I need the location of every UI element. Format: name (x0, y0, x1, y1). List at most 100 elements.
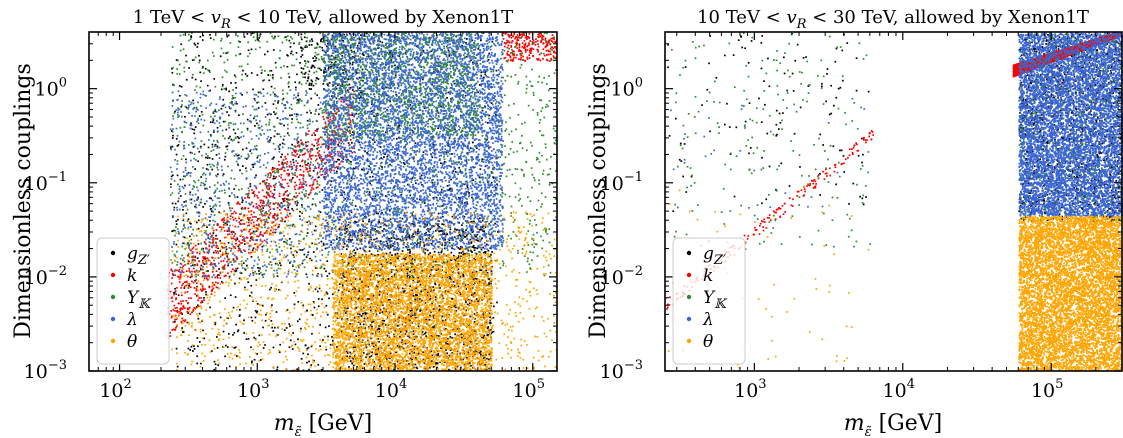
scatter-point (259, 231, 262, 233)
scatter-point (424, 223, 426, 225)
scatter-point (381, 230, 384, 232)
scatter-point (376, 78, 378, 81)
scatter-point (205, 293, 207, 296)
scatter-point (470, 241, 473, 243)
scatter-point (396, 242, 399, 244)
scatter-point (453, 213, 455, 216)
scatter-point (233, 235, 236, 237)
scatter-point (211, 271, 214, 273)
scatter-point (408, 234, 411, 237)
scatter-point (303, 207, 306, 210)
scatter-point (327, 42, 329, 45)
scatter-point (448, 220, 451, 223)
scatter-point (246, 118, 249, 121)
scatter-point (236, 154, 239, 157)
scatter-point (398, 130, 401, 133)
scatter-point (451, 153, 453, 155)
scatter-point (469, 346, 471, 349)
scatter-point (374, 353, 377, 356)
scatter-point (368, 356, 371, 358)
scatter-point (376, 260, 379, 263)
scatter-point (351, 114, 354, 116)
scatter-point (550, 155, 552, 158)
scatter-point (280, 66, 282, 69)
scatter-point (360, 308, 363, 311)
scatter-point (311, 242, 313, 245)
scatter-point (467, 242, 470, 244)
scatter-point (264, 53, 266, 56)
scatter-point (315, 267, 317, 269)
scatter-point (200, 268, 202, 271)
scatter-point (432, 143, 435, 146)
scatter-point (436, 362, 439, 364)
scatter-point (271, 221, 274, 224)
scatter-point (455, 229, 458, 231)
scatter-point (529, 251, 532, 253)
scatter-point (515, 56, 517, 59)
scatter-point (402, 291, 405, 294)
scatter-point (496, 149, 499, 152)
scatter-point (269, 190, 272, 193)
scatter-point (322, 83, 325, 85)
scatter-point (278, 148, 281, 150)
scatter-point (342, 81, 345, 84)
scatter-point (517, 50, 520, 52)
scatter-point (173, 304, 176, 307)
scatter-point (250, 168, 252, 171)
scatter-point (210, 236, 212, 238)
scatter-point (460, 237, 462, 240)
scatter-point (483, 356, 486, 359)
scatter-point (345, 227, 348, 230)
scatter-point (287, 206, 290, 208)
scatter-point (394, 273, 397, 276)
scatter-point (352, 268, 355, 271)
scatter-point (219, 316, 222, 319)
scatter-point (347, 158, 349, 161)
scatter-point (296, 320, 299, 323)
scatter-point (242, 113, 244, 115)
scatter-point (431, 302, 433, 305)
scatter-point (306, 119, 309, 122)
scatter-point (537, 45, 540, 48)
scatter-point (437, 352, 440, 355)
scatter-point (489, 247, 492, 249)
scatter-point (226, 35, 229, 38)
scatter-point (447, 49, 450, 52)
scatter-point (523, 173, 525, 176)
scatter-point (326, 275, 329, 277)
scatter-point (198, 341, 201, 343)
scatter-point (285, 163, 288, 165)
scatter-point (180, 105, 183, 108)
scatter-point (247, 338, 250, 340)
scatter-point (250, 236, 253, 238)
scatter-point (237, 329, 240, 332)
scatter-point (217, 173, 219, 176)
scatter-point (325, 172, 328, 174)
scatter-point (449, 228, 452, 231)
scatter-point (266, 40, 269, 43)
scatter-point (171, 300, 174, 303)
scatter-point (459, 169, 462, 171)
scatter-point (280, 173, 283, 176)
scatter-point (193, 128, 196, 131)
scatter-point (269, 176, 272, 179)
scatter-point (224, 137, 226, 140)
scatter-point (366, 317, 369, 320)
scatter-point (188, 270, 191, 272)
scatter-point (173, 180, 176, 182)
scatter-point (310, 161, 312, 164)
scatter-point (542, 48, 545, 51)
scatter-point (269, 139, 271, 141)
scatter-point (318, 150, 321, 152)
scatter-point (321, 298, 323, 301)
scatter-point (197, 227, 200, 230)
scatter-point (263, 232, 266, 234)
scatter-point (522, 55, 524, 58)
scatter-point (249, 239, 251, 242)
scatter-point (445, 151, 448, 154)
scatter-point (381, 87, 384, 90)
scatter-point (402, 198, 404, 201)
scatter-point (465, 234, 468, 237)
scatter-point (321, 189, 324, 191)
scatter-point (385, 252, 388, 255)
